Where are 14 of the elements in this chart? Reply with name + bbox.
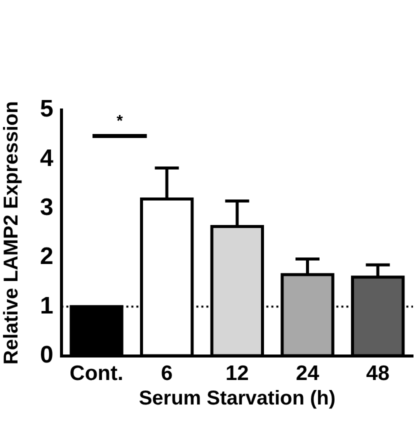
x-tick-label: 12 — [225, 362, 249, 386]
x-tick-label: Cont. — [70, 362, 124, 386]
y-axis-title: Relative LAMP2 Expression — [0, 101, 23, 365]
x-tick-label: 48 — [366, 362, 390, 386]
y-tick-label: 2 — [40, 243, 54, 270]
x-tick-label: 6 — [161, 362, 173, 386]
y-tick-label: 5 — [40, 96, 54, 123]
x-tick-label: 24 — [296, 362, 320, 386]
annotation: * — [116, 113, 124, 130]
y-tick-label: 1 — [40, 292, 54, 320]
y-tick-label: 3 — [40, 194, 54, 221]
y-tick-label: 4 — [40, 144, 54, 172]
x-axis-title: Serum Starvation (h) — [138, 388, 336, 410]
y-tick-label: 0 — [40, 341, 54, 368]
